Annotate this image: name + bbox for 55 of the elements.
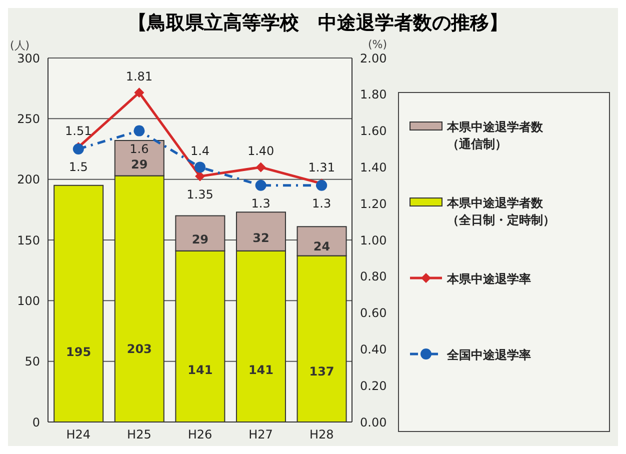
point — [194, 162, 206, 173]
data-label: 1.4 — [190, 144, 210, 158]
x-tick-label: H27 — [248, 428, 273, 442]
y2-tick-label: 2.00 — [360, 51, 387, 66]
point — [256, 162, 266, 172]
y2-tick-label: 1.00 — [360, 233, 387, 248]
point — [255, 180, 266, 191]
y-tick-label: 50 — [24, 354, 40, 369]
x-tick-label: H28 — [309, 428, 334, 442]
y2-tick-label: 1.20 — [360, 196, 387, 211]
data-label: 203 — [126, 342, 152, 356]
y-tick-label: 0 — [32, 415, 40, 430]
y2-tick-label: 0.80 — [360, 270, 387, 284]
chart-title: 【鳥取県立高等学校 中途退学者数の推移】 — [127, 11, 509, 36]
data-label: 1.31 — [308, 160, 335, 175]
data-label: 1.5 — [68, 160, 88, 174]
point — [134, 125, 145, 136]
y-tick-label: 300 — [17, 51, 40, 66]
x-tick-label: H26 — [188, 428, 212, 442]
y-tick-label: 250 — [17, 112, 40, 126]
legend-label: 本県中途退学者数（通信制） — [447, 119, 544, 153]
data-label: 29 — [131, 157, 148, 172]
y2-axis-title: (%) — [368, 38, 388, 51]
data-label: 1.3 — [251, 196, 270, 210]
x-tick-label: H24 — [66, 428, 91, 442]
legend-label: 本県中途退学率 — [447, 271, 532, 288]
data-label: 24 — [313, 240, 330, 254]
data-label: 1.40 — [247, 144, 274, 158]
data-label: 137 — [309, 364, 334, 378]
point — [195, 171, 205, 182]
y2-tick-label: 1.80 — [360, 88, 387, 102]
data-label: 1.6 — [130, 142, 149, 156]
data-label: 29 — [192, 232, 209, 247]
y-tick-label: 150 — [17, 233, 40, 248]
x-tick-label: H25 — [127, 428, 152, 442]
y2-tick-label: 0.20 — [360, 378, 387, 393]
legend-label: 本県中途退学者数（全日制・定時制） — [447, 195, 556, 229]
point — [134, 88, 144, 98]
y2-tick-label: 0.00 — [360, 415, 387, 430]
y-tick-label: 100 — [17, 294, 40, 308]
y2-tick-label: 0.40 — [360, 342, 387, 356]
data-label: 32 — [252, 231, 270, 246]
data-label: 1.81 — [126, 70, 153, 84]
data-label: 1.3 — [312, 196, 332, 210]
y2-tick-label: 0.60 — [360, 306, 387, 320]
data-label: 195 — [66, 344, 92, 359]
data-label: 1.51 — [65, 124, 92, 138]
y2-tick-label: 1.40 — [360, 160, 387, 174]
data-label: 141 — [248, 363, 274, 378]
y-axis-title: (人) — [10, 38, 30, 53]
data-label: 141 — [188, 363, 213, 378]
y-tick-label: 200 — [17, 172, 40, 187]
y2-tick-label: 1.60 — [360, 124, 387, 138]
data-label: 1.35 — [186, 187, 214, 202]
legend-label: 全国中途退学率 — [447, 347, 532, 364]
